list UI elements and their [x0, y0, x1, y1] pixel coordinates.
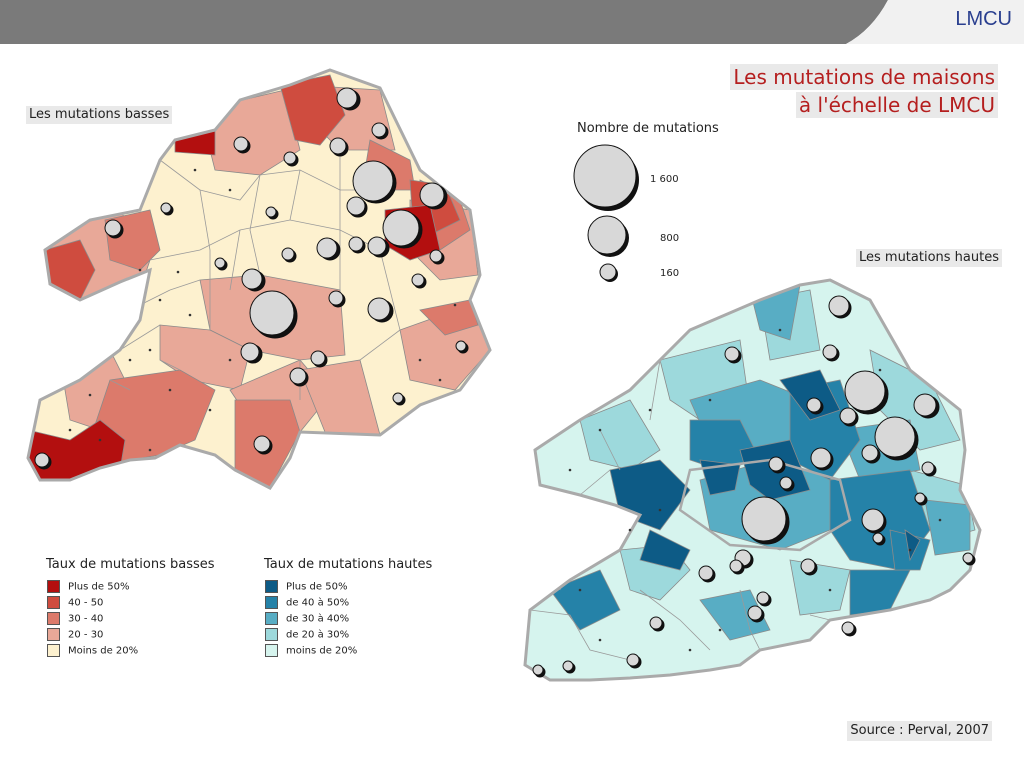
legend-swatch — [47, 628, 60, 641]
legend-label: Plus de 50% — [286, 581, 348, 593]
legend-high-item: de 40 à 50% — [265, 596, 349, 610]
legend-label: Moins de 20% — [68, 645, 139, 657]
legend-swatch — [265, 644, 278, 657]
map-high-mutations — [523, 278, 982, 682]
legend-low-item: 20 - 30 — [47, 628, 103, 642]
legend-high-item: Plus de 50% — [265, 580, 347, 594]
legend-low-title: Taux de mutations basses — [46, 557, 215, 572]
title-line-2: à l'échelle de LMCU — [795, 92, 998, 118]
legend-label: 40 - 50 — [68, 597, 104, 609]
legend-swatch — [265, 580, 278, 593]
legend-label: 30 - 40 — [68, 613, 104, 625]
map-low-label: Les mutations basses — [26, 106, 173, 124]
legend-swatch — [47, 644, 60, 657]
legend-low-item: 40 - 50 — [47, 596, 103, 610]
legend-swatch — [265, 612, 278, 625]
legend-low-item: 30 - 40 — [47, 612, 103, 626]
legend-label: moins de 20% — [286, 645, 358, 657]
legend-swatch — [265, 596, 278, 609]
header-bar — [0, 0, 1024, 44]
legend-low-item: Plus de 50% — [47, 580, 129, 594]
legend-high-item: moins de 20% — [265, 644, 357, 658]
legend-high-item: de 30 à 40% — [265, 612, 349, 626]
map-high-label: Les mutations hautes — [855, 249, 1002, 267]
legend-swatch — [47, 612, 60, 625]
legend-label: de 30 à 40% — [286, 613, 350, 625]
legend-label: de 20 à 30% — [286, 629, 350, 641]
bubble-size-160: 160 — [660, 268, 680, 279]
legend-high-item: de 20 à 30% — [265, 628, 349, 642]
title-line-1: Les mutations de maisons — [730, 64, 998, 90]
legend-swatch — [47, 580, 60, 593]
map-low-mutations — [26, 68, 492, 490]
page-title: Les mutations de maisons à l'échelle de … — [730, 64, 998, 118]
bubble-size-800: 800 — [660, 233, 680, 244]
legend-label: 20 - 30 — [68, 629, 104, 641]
legend-high-title: Taux de mutations hautes — [264, 557, 433, 572]
legend-label: Plus de 50% — [68, 581, 130, 593]
bubble-legend-symbols — [573, 144, 639, 282]
legend-label: de 40 à 50% — [286, 597, 350, 609]
legend-swatch — [47, 596, 60, 609]
brand-logo-text: LMCU — [955, 8, 1012, 30]
legend-low-item: Moins de 20% — [47, 644, 138, 658]
source-note: Source : Perval, 2007 — [847, 721, 992, 741]
bubble-size-1600: 1 600 — [650, 174, 679, 185]
legend-swatch — [265, 628, 278, 641]
bubble-legend-title: Nombre de mutations — [577, 121, 719, 136]
